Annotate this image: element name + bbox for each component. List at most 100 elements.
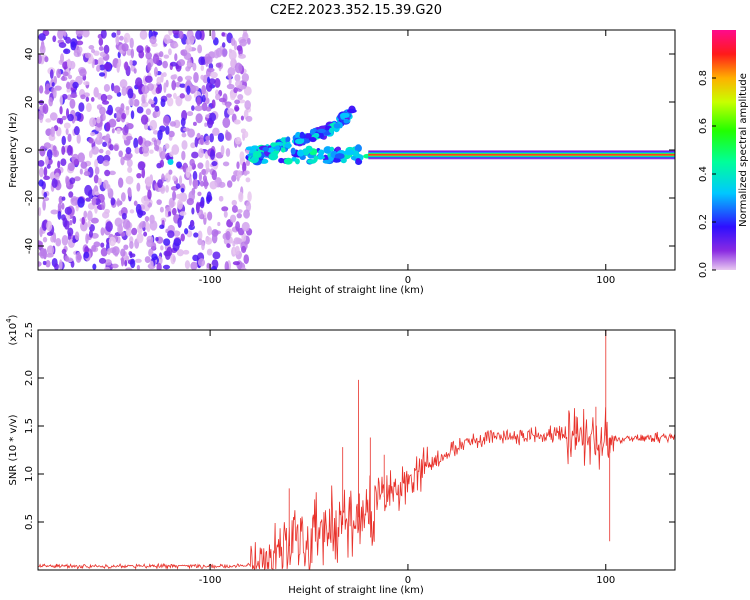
heat-cell — [108, 170, 116, 176]
heat-cell — [155, 86, 161, 95]
heat-cell — [52, 87, 57, 99]
heat-cell — [149, 119, 158, 131]
heat-cell — [245, 201, 252, 212]
heat-cell — [38, 54, 42, 65]
heat-cell — [299, 131, 305, 139]
colorbar: 0.0 0.2 0.4 0.6 0.8 Normalized spectral ampl… — [698, 30, 749, 278]
heat-cell — [76, 40, 84, 46]
heat-cell — [144, 216, 150, 222]
heat-cell — [62, 217, 68, 228]
heat-cell — [56, 117, 62, 124]
heat-cell — [172, 175, 177, 182]
heat-cell — [207, 76, 211, 84]
heat-cell — [104, 135, 110, 143]
heat-cell — [125, 267, 133, 270]
heat-cell — [163, 54, 170, 59]
heat-cell — [215, 47, 223, 58]
heat-cell — [46, 149, 53, 161]
heat-cell — [154, 144, 160, 151]
heat-cell — [179, 83, 186, 88]
heat-cell — [107, 248, 111, 255]
colorbar-gradient — [712, 30, 736, 270]
heat-cell — [316, 128, 327, 134]
heat-cell — [211, 99, 216, 109]
y-tick-label: 2.0 — [24, 370, 35, 386]
heat-cell — [57, 210, 62, 220]
x-tick-label: 0 — [405, 575, 411, 586]
heat-cell — [184, 75, 193, 81]
heat-cell — [145, 108, 152, 116]
x-tick-label: -100 — [199, 275, 222, 286]
heat-cell — [149, 220, 158, 231]
heat-cell — [59, 106, 63, 115]
heat-cell — [179, 211, 187, 216]
heat-cell — [159, 159, 165, 168]
heat-cell — [333, 123, 341, 129]
heat-cell — [233, 119, 241, 125]
heat-cell — [129, 241, 134, 249]
heat-cell — [54, 85, 62, 91]
heat-cell — [82, 30, 90, 38]
heat-cell — [209, 149, 216, 161]
heat-cell — [80, 161, 88, 169]
heat-cell — [136, 182, 141, 192]
heat-cell — [243, 254, 250, 265]
heat-cell — [229, 214, 237, 223]
heat-cell — [94, 166, 100, 175]
heat-cell — [237, 93, 244, 100]
heat-cell — [206, 67, 215, 73]
heat-cell — [69, 93, 78, 99]
heat-cell — [198, 172, 202, 182]
heat-cell — [189, 219, 195, 228]
heat-cell — [231, 174, 237, 182]
heat-cell — [235, 221, 241, 232]
heat-cell — [278, 157, 285, 164]
heat-cell — [75, 30, 84, 37]
heat-cell — [157, 179, 163, 189]
heat-cell — [42, 260, 47, 266]
heat-cell — [172, 230, 181, 237]
heat-cell — [129, 59, 133, 66]
heat-cell — [268, 152, 279, 161]
heat-cell — [194, 105, 203, 112]
heat-cell — [160, 245, 164, 251]
heat-cell — [192, 170, 198, 181]
heat-cell — [144, 256, 151, 263]
heat-cell — [73, 176, 81, 182]
heat-cell — [159, 206, 164, 213]
heat-cell — [139, 221, 146, 228]
heat-cell — [149, 149, 154, 154]
heat-cell — [59, 95, 63, 106]
heat-cell — [55, 238, 62, 247]
heat-cell — [124, 61, 129, 71]
heat-cell — [236, 161, 240, 169]
heat-cell — [169, 121, 177, 127]
heat-cell — [185, 44, 192, 53]
colorbar-label: Normalized spectral amplitude — [738, 73, 749, 227]
heat-cell — [194, 137, 199, 148]
heat-cell — [196, 96, 201, 107]
heat-cell — [238, 84, 247, 90]
colorbar-tick-label: 0.0 — [698, 262, 709, 278]
heat-cell — [44, 56, 49, 63]
heat-cell — [98, 72, 106, 77]
heat-cell — [317, 152, 324, 160]
heat-cell — [230, 92, 236, 101]
heat-cell — [123, 155, 132, 161]
heat-cell — [206, 196, 211, 204]
heat-cell — [207, 211, 213, 221]
heat-cell — [173, 238, 182, 247]
heat-cell — [156, 199, 162, 205]
heat-cell — [191, 207, 195, 215]
heat-cell — [83, 251, 90, 259]
heat-cell — [343, 118, 350, 124]
heat-cell — [211, 160, 218, 167]
heat-cell — [241, 221, 250, 232]
heat-cell — [153, 96, 158, 105]
heat-cell — [154, 105, 160, 112]
heat-cell — [90, 48, 96, 54]
heat-cell — [166, 93, 172, 98]
heat-cell — [240, 115, 244, 121]
heat-cell — [111, 263, 119, 269]
heat-cell — [104, 208, 110, 214]
